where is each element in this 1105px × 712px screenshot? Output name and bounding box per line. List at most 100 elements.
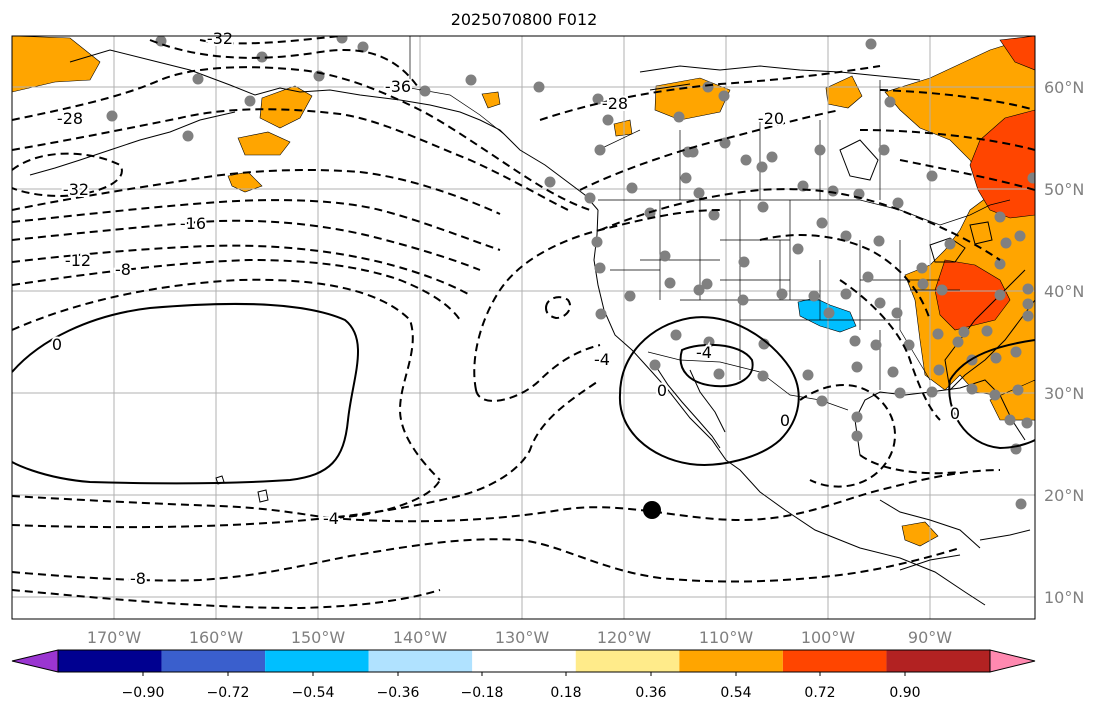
station-dot (840, 288, 852, 300)
latitude-labels: 60°N 50°N 40°N 30°N 20°N 10°N (1044, 78, 1084, 607)
station-dot (808, 290, 820, 302)
contour-label: -8 (130, 569, 146, 588)
lat-label: 50°N (1044, 180, 1084, 199)
station-dot (862, 271, 874, 283)
colorbar (11, 649, 1036, 673)
station-dot (1012, 384, 1024, 396)
lat-label: 60°N (1044, 78, 1084, 97)
contour-label: -4 (323, 509, 339, 528)
map-frame (11, 35, 1036, 620)
colorbar-tick-label: 0.54 (720, 685, 751, 701)
colorbar-segment (161, 650, 266, 672)
contour-label: -12 (65, 251, 91, 270)
colorbar-tick-label: −0.18 (461, 685, 504, 701)
colorbar-min-extend (11, 649, 59, 673)
station-dot (865, 38, 877, 50)
contour-0-inner (679, 343, 754, 388)
station-dot (870, 339, 882, 351)
colorbar-segment (265, 650, 369, 672)
station-dot (1010, 346, 1022, 358)
colorbar-segment (368, 650, 473, 672)
contour-labels: -32 -28 -36 -28 -20 -32 -16 -12 -8 -4 -4 -4 -8 0 0 0 0 (50, 27, 962, 590)
station-dot (693, 284, 705, 296)
station-dot (465, 74, 477, 86)
lon-label: 110°W (699, 628, 754, 647)
station-dot (182, 130, 194, 142)
contour-label: -16 (180, 214, 206, 233)
colorbar-tick-labels: −0.90 −0.72 −0.54 −0.36 −0.18 0.18 0.36 0.54 0.7… (122, 672, 921, 701)
coast-west-us (593, 209, 986, 606)
station-dot (873, 235, 885, 247)
contour-neg-36 (149, 39, 421, 91)
station-dot (626, 182, 638, 194)
station-dot (708, 209, 720, 221)
fill-orange-central-america (901, 521, 939, 547)
contour-neg-20-b (12, 199, 501, 251)
colorbar-tick-label: −0.72 (207, 685, 250, 701)
colorbar-tick-label: −0.54 (292, 685, 335, 701)
lat-lon-grid (12, 36, 1035, 619)
contour-neg-16 (12, 219, 481, 271)
contour-neg-east-6 (899, 159, 1035, 191)
station-dot (917, 278, 929, 290)
station-dot (1014, 230, 1026, 242)
contour-neg-gulf-a (799, 384, 896, 488)
station-dot (814, 144, 826, 156)
station-dot (659, 250, 671, 262)
lon-label: 170°W (87, 628, 142, 647)
fill-orange-bc (613, 119, 633, 137)
lon-label: 150°W (291, 628, 346, 647)
station-dot (256, 51, 268, 63)
contour-label: -8 (115, 260, 131, 279)
anomaly-fills (12, 36, 1035, 547)
contour-neg-4-upper (12, 278, 441, 481)
station-dot (849, 335, 861, 347)
contour-neg-24 (12, 108, 569, 211)
station-dot (719, 137, 731, 149)
station-dot (891, 307, 903, 319)
map-title: 2025070800 F012 (450, 10, 598, 29)
colorbar-segment (679, 650, 783, 672)
contour-label: -4 (696, 343, 712, 362)
station-dot (1000, 237, 1012, 249)
station-dot (738, 256, 750, 268)
colorbar-max-extend (989, 649, 1036, 673)
colorbar-tick-label: −0.36 (377, 685, 420, 701)
contour-neg-32-north (199, 36, 341, 45)
coast-alaska (69, 49, 599, 211)
lon-label: 130°W (495, 628, 550, 647)
station-dot (592, 93, 604, 105)
lat-label: 20°N (1044, 486, 1084, 505)
station-dot (649, 359, 661, 371)
station-dot (851, 411, 863, 423)
fill-orange-alaska-2 (237, 131, 291, 156)
station-dot (958, 326, 970, 338)
fill-red-northeast (969, 109, 1035, 219)
station-dot (994, 258, 1006, 270)
station-dot (966, 383, 978, 395)
station-dot (874, 297, 886, 309)
station-dot (990, 352, 1002, 364)
station-dot (155, 36, 167, 47)
station-dot (757, 201, 769, 213)
station-dot (336, 36, 348, 44)
station-dot (740, 154, 752, 166)
lat-label: 10°N (1044, 588, 1084, 607)
station-dot (1021, 417, 1033, 429)
colorbar-frame (57, 649, 991, 673)
contour-neg-12-south (12, 589, 441, 610)
station-dot (1022, 310, 1034, 322)
station-dot (106, 110, 118, 122)
fill-orange-alaska-west (12, 36, 101, 93)
station-dot (756, 161, 768, 173)
coast-aleutians (29, 111, 236, 176)
border-alaska-canada (409, 36, 506, 136)
station-dot (884, 96, 896, 108)
station-dot (595, 308, 607, 320)
colorbar-segment (472, 650, 576, 672)
station-dot (932, 328, 944, 340)
contour-neg-4-right (473, 209, 721, 402)
station-dot (926, 170, 938, 182)
station-dot (933, 364, 945, 376)
